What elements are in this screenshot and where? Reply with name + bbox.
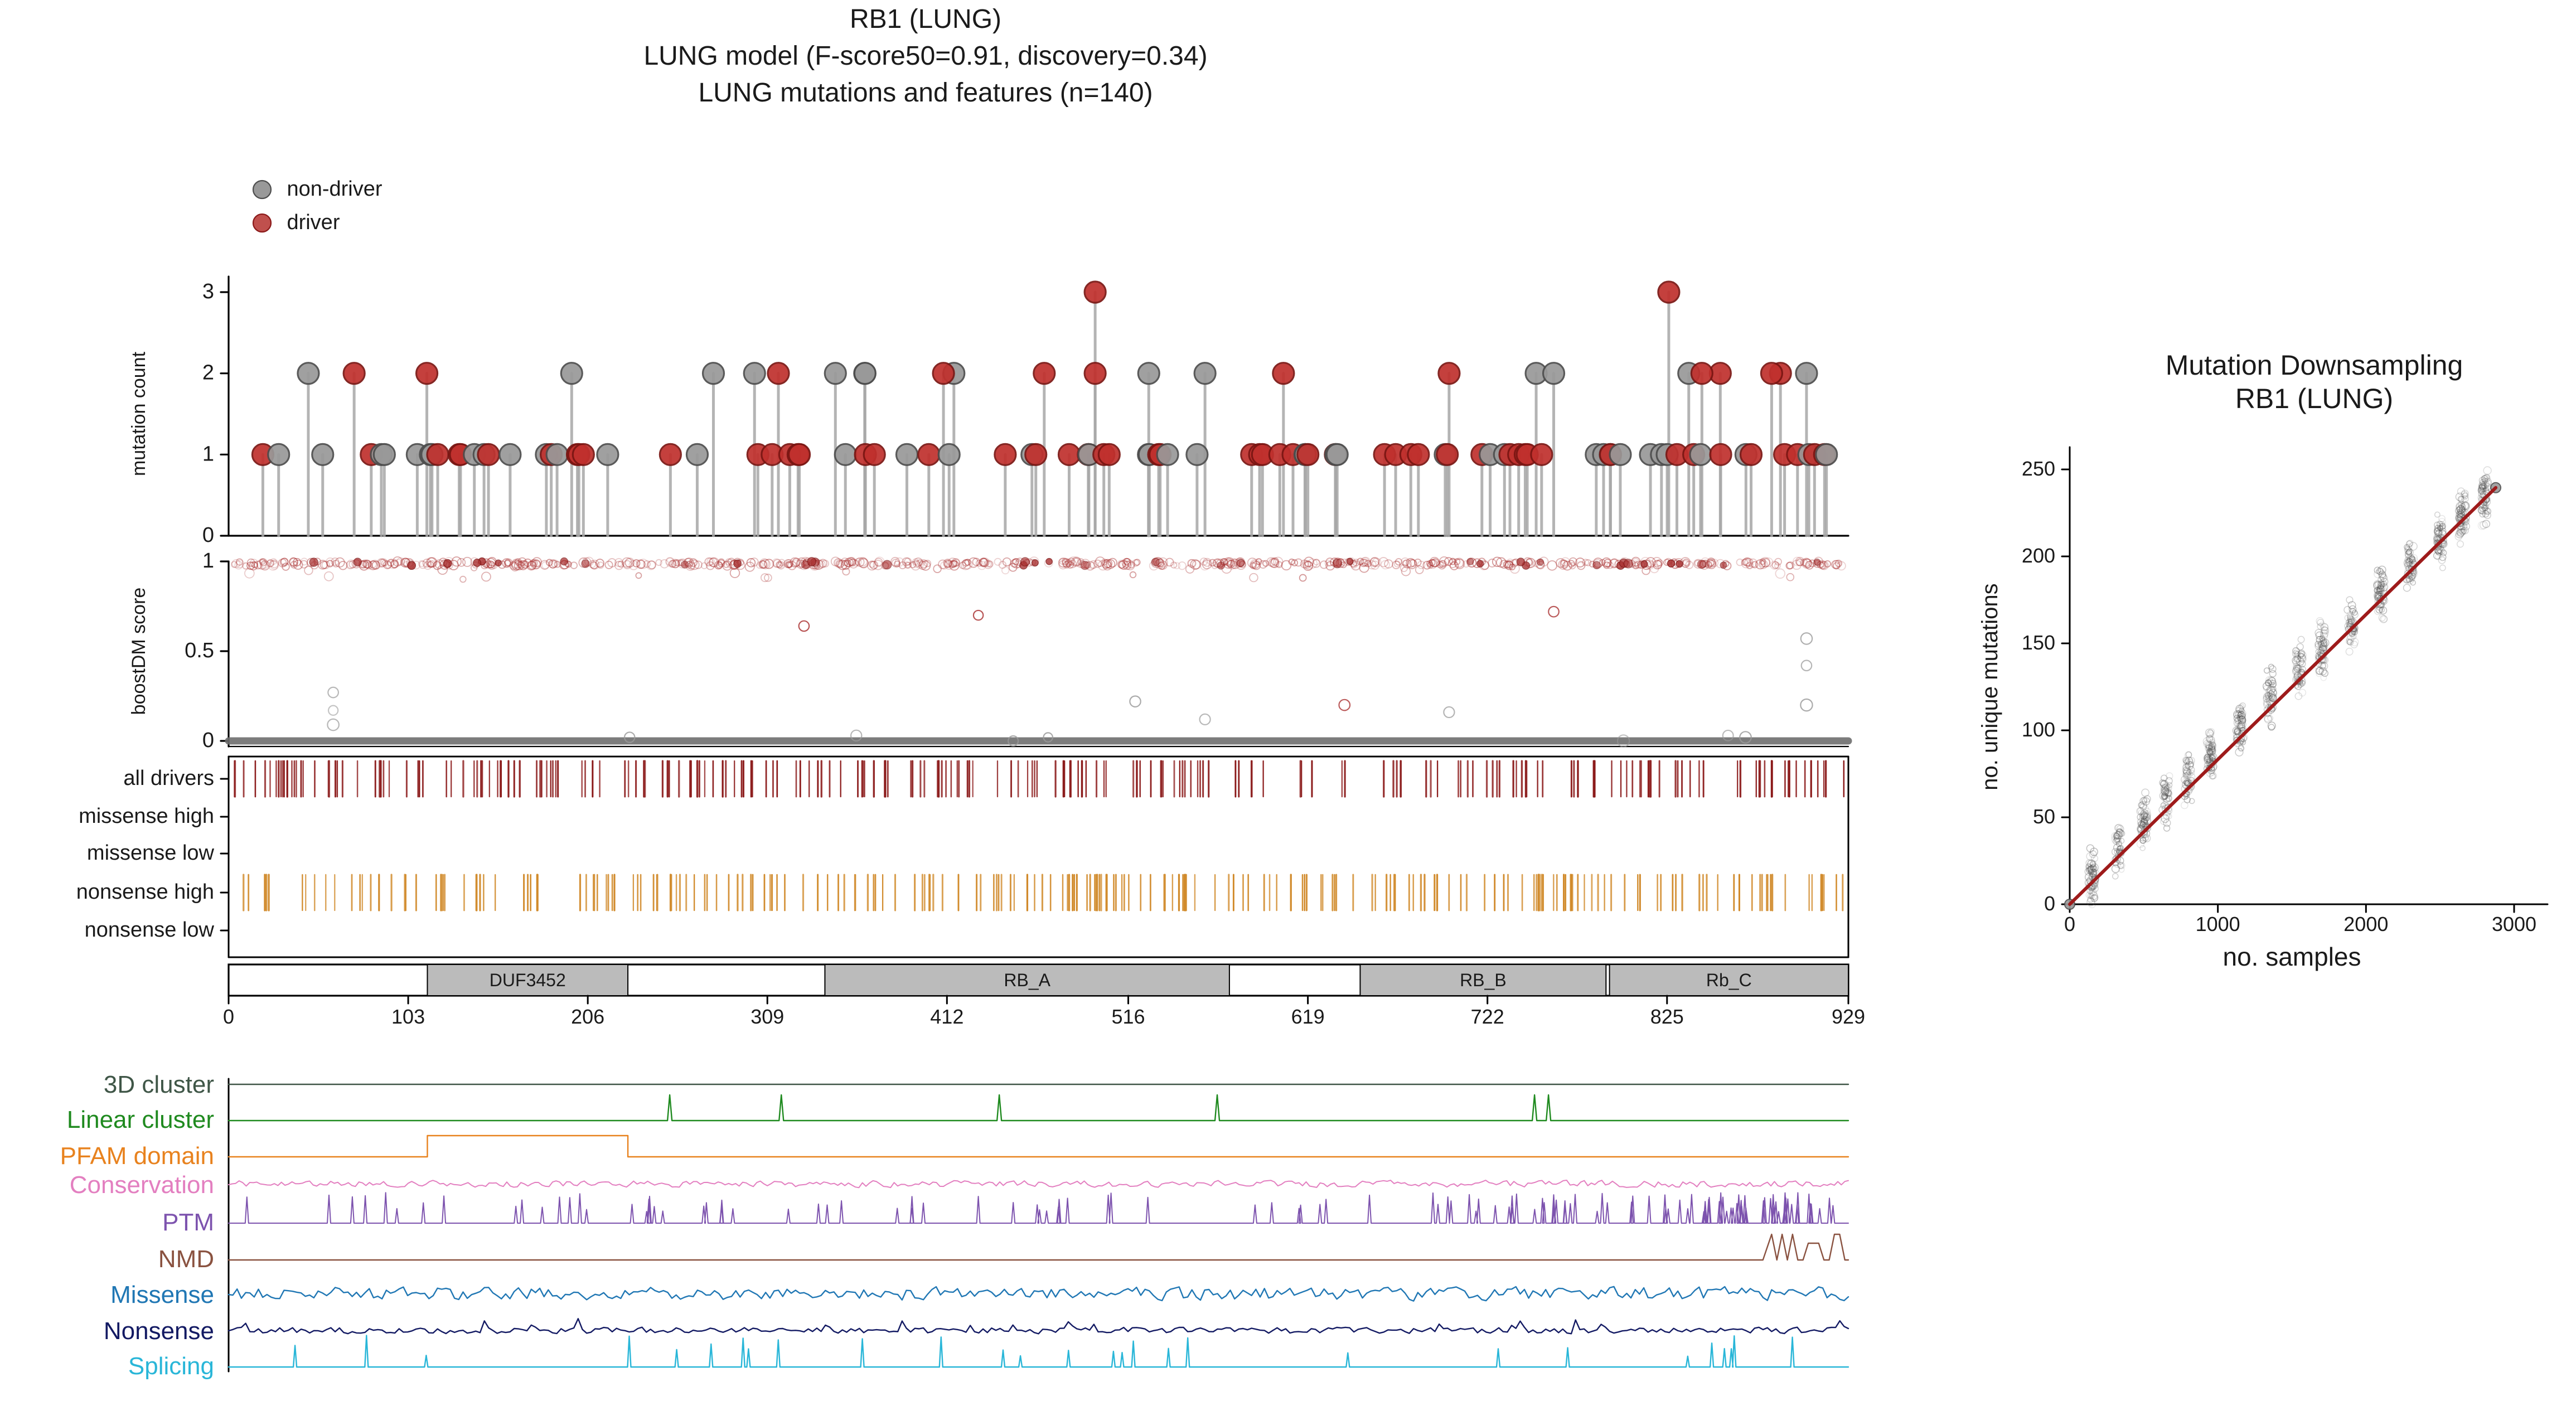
svg-text:0: 0 xyxy=(223,1005,234,1028)
svg-text:3000: 3000 xyxy=(2492,913,2536,935)
svg-text:250: 250 xyxy=(2022,457,2055,480)
svg-text:200: 200 xyxy=(2022,544,2055,567)
svg-text:nonsense low: nonsense low xyxy=(85,918,215,942)
svg-text:412: 412 xyxy=(930,1005,963,1028)
svg-text:nonsense high: nonsense high xyxy=(76,880,214,904)
svg-text:1: 1 xyxy=(202,442,214,466)
svg-text:boostDM score: boostDM score xyxy=(128,588,149,715)
svg-text:Missense: Missense xyxy=(110,1281,214,1308)
svg-text:1: 1 xyxy=(202,549,214,573)
svg-text:PTM: PTM xyxy=(162,1209,214,1236)
svg-text:Linear cluster: Linear cluster xyxy=(67,1106,214,1133)
svg-text:missense high: missense high xyxy=(79,804,214,828)
svg-text:RB_A: RB_A xyxy=(1004,970,1050,990)
svg-text:0.5: 0.5 xyxy=(185,639,214,662)
svg-text:2000: 2000 xyxy=(2343,913,2388,935)
svg-text:Mutation Downsampling: Mutation Downsampling xyxy=(2166,350,2463,381)
svg-text:Splicing: Splicing xyxy=(128,1352,214,1380)
svg-text:Conservation: Conservation xyxy=(70,1171,214,1199)
svg-text:all drivers: all drivers xyxy=(123,767,214,790)
svg-text:103: 103 xyxy=(391,1005,425,1028)
svg-text:0: 0 xyxy=(202,729,214,752)
svg-text:DUF3452: DUF3452 xyxy=(490,970,566,990)
svg-text:516: 516 xyxy=(1112,1005,1145,1028)
svg-text:929: 929 xyxy=(1832,1005,1865,1028)
svg-text:3: 3 xyxy=(202,280,214,303)
svg-text:mutation count: mutation count xyxy=(128,351,149,476)
svg-text:Nonsense: Nonsense xyxy=(104,1317,214,1345)
svg-text:1000: 1000 xyxy=(2196,913,2240,935)
svg-text:619: 619 xyxy=(1291,1005,1325,1028)
svg-text:150: 150 xyxy=(2022,631,2055,654)
svg-text:missense low: missense low xyxy=(87,841,215,865)
svg-text:0: 0 xyxy=(2064,913,2075,935)
svg-text:722: 722 xyxy=(1471,1005,1504,1028)
svg-text:2: 2 xyxy=(202,361,214,385)
svg-text:309: 309 xyxy=(750,1005,784,1028)
svg-text:NMD: NMD xyxy=(158,1245,214,1273)
svg-text:PFAM domain: PFAM domain xyxy=(60,1142,214,1170)
svg-text:3D cluster: 3D cluster xyxy=(104,1071,214,1098)
svg-text:0: 0 xyxy=(202,523,214,547)
svg-text:no. unique mutations: no. unique mutations xyxy=(1978,583,2002,790)
svg-text:206: 206 xyxy=(571,1005,604,1028)
svg-text:50: 50 xyxy=(2033,805,2055,828)
svg-text:100: 100 xyxy=(2022,718,2055,741)
svg-text:RB1 (LUNG): RB1 (LUNG) xyxy=(2235,383,2393,414)
svg-text:RB_B: RB_B xyxy=(1460,970,1507,990)
svg-text:0: 0 xyxy=(2044,892,2055,915)
svg-text:825: 825 xyxy=(1650,1005,1684,1028)
svg-text:Rb_C: Rb_C xyxy=(1706,970,1752,990)
svg-text:no. samples: no. samples xyxy=(2222,942,2361,971)
